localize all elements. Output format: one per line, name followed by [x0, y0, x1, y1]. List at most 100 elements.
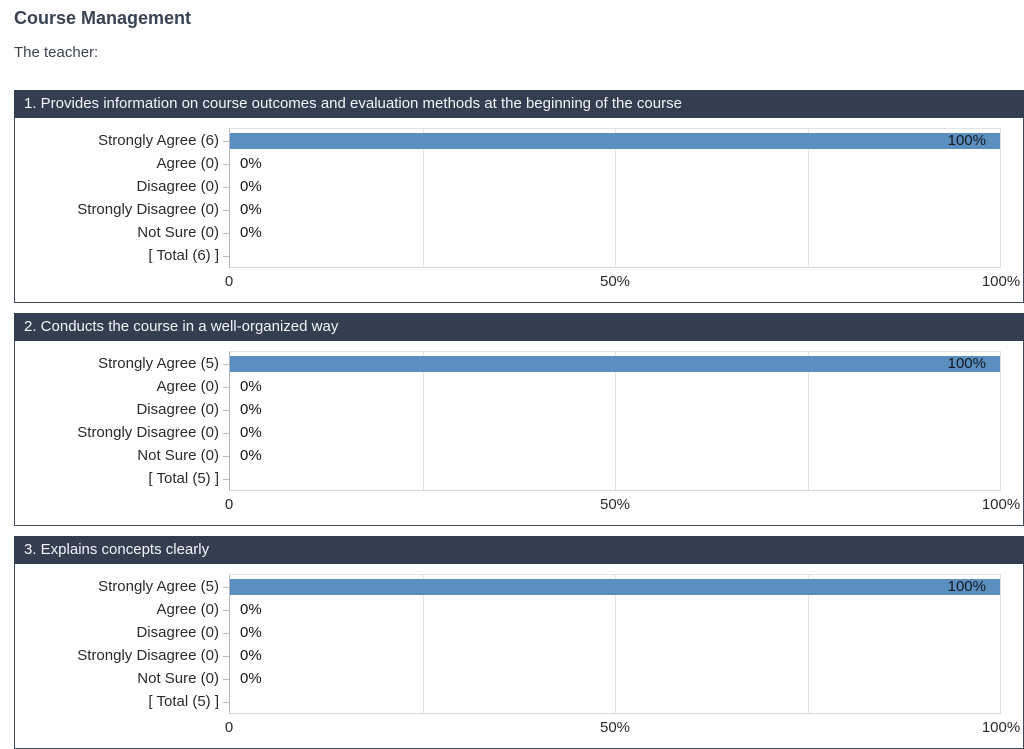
x-axis-tick-label: 100% — [981, 496, 1021, 513]
chart: Strongly Agree (5) 100% Agree (0) 0% Disagre… — [77, 574, 1020, 738]
x-axis-tick-label: 0 — [224, 496, 234, 513]
bar-value-label: 100% — [947, 355, 986, 372]
category-label: [ Total (6) ] — [148, 247, 219, 264]
category-label: [ Total (5) ] — [148, 470, 219, 487]
category-label: [ Total (5) ] — [148, 693, 219, 710]
x-axis-tick-label: 0 — [224, 719, 234, 736]
bar: 100% — [230, 132, 1000, 149]
bar-value-label: 0% — [240, 378, 262, 395]
category-label: Agree (0) — [156, 601, 219, 618]
category-row: Disagree (0) 0% — [136, 621, 1000, 644]
gridline — [807, 575, 809, 713]
category-label: Not Sure (0) — [137, 447, 219, 464]
category-label: Agree (0) — [156, 378, 219, 395]
x-axis: 0 50% 100% — [225, 273, 1020, 292]
category-label: Agree (0) — [156, 155, 219, 172]
bar-value-label: 0% — [240, 447, 262, 464]
x-axis-tick-label: 100% — [981, 273, 1021, 290]
gridline — [422, 129, 424, 267]
x-axis-tick-label: 0 — [224, 273, 234, 290]
category-tick — [223, 655, 229, 657]
bar-value-label: 0% — [240, 601, 262, 618]
category-row: Not Sure (0) 0% — [137, 221, 1000, 244]
category-row: [ Total (5) ] — [148, 467, 1000, 490]
survey-panel-2: 2. Conducts the course in a well-organiz… — [14, 313, 1024, 526]
category-label: Strongly Disagree (0) — [77, 424, 219, 441]
category-tick — [223, 478, 229, 480]
category-row: Strongly Disagree (0) 0% — [77, 644, 1000, 667]
category-row: Agree (0) 0% — [156, 375, 1000, 398]
panel-chart-body: Strongly Agree (5) 100% Agree (0) 0% Disagre… — [14, 564, 1024, 749]
plot-area: Strongly Agree (6) 100% Agree (0) 0% Disagre… — [77, 128, 1001, 268]
chart: Strongly Agree (5) 100% Agree (0) 0% Disagre… — [77, 351, 1020, 515]
category-row: Strongly Agree (5) 100% — [98, 575, 1000, 598]
category-tick — [223, 432, 229, 434]
category-row: Disagree (0) 0% — [136, 398, 1000, 421]
gridline — [422, 352, 424, 490]
category-tick — [223, 186, 229, 188]
category-tick — [223, 678, 229, 680]
category-row: Not Sure (0) 0% — [137, 444, 1000, 467]
category-row: Strongly Agree (6) 100% — [98, 129, 1000, 152]
bar-value-label: 0% — [240, 178, 262, 195]
gridline — [615, 129, 616, 267]
category-row: Agree (0) 0% — [156, 598, 1000, 621]
gridline — [615, 575, 616, 713]
bar: 100% — [230, 578, 1000, 595]
category-row: [ Total (5) ] — [148, 690, 1000, 713]
category-label: Strongly Agree (5) — [98, 578, 219, 595]
x-axis: 0 50% 100% — [225, 719, 1020, 738]
category-tick — [223, 363, 229, 365]
category-label: Not Sure (0) — [137, 670, 219, 687]
bar-value-label: 0% — [240, 201, 262, 218]
plot-area: Strongly Agree (5) 100% Agree (0) 0% Disagre… — [77, 574, 1001, 714]
category-tick — [223, 701, 229, 703]
bar-value-label: 0% — [240, 424, 262, 441]
gridline — [807, 352, 809, 490]
category-label: Strongly Disagree (0) — [77, 201, 219, 218]
panel-chart-body: Strongly Agree (5) 100% Agree (0) 0% Disagre… — [14, 341, 1024, 526]
plot-area: Strongly Agree (5) 100% Agree (0) 0% Disagre… — [77, 351, 1001, 491]
category-label: Disagree (0) — [136, 624, 219, 641]
gridline — [807, 129, 809, 267]
x-axis-tick-label: 50% — [599, 496, 631, 513]
bar-value-label: 0% — [240, 624, 262, 641]
bar-value-label: 100% — [947, 132, 986, 149]
bar-value-label: 0% — [240, 670, 262, 687]
category-tick — [223, 232, 229, 234]
panel-title: 3. Explains concepts clearly — [14, 536, 1024, 564]
category-tick — [223, 586, 229, 588]
category-tick — [223, 632, 229, 634]
panel-chart-body: Strongly Agree (6) 100% Agree (0) 0% Disagre… — [14, 118, 1024, 303]
x-axis: 0 50% 100% — [225, 496, 1020, 515]
category-tick — [223, 209, 229, 211]
survey-panel-3: 3. Explains concepts clearly Strongly Ag… — [14, 536, 1024, 749]
category-row: Not Sure (0) 0% — [137, 667, 1000, 690]
category-row: Strongly Disagree (0) 0% — [77, 198, 1000, 221]
gridline — [615, 352, 616, 490]
x-axis-tick-label: 100% — [981, 719, 1021, 736]
bar-value-label: 0% — [240, 224, 262, 241]
category-tick — [223, 140, 229, 142]
x-axis-tick-label: 50% — [599, 719, 631, 736]
category-row: Strongly Agree (5) 100% — [98, 352, 1000, 375]
category-label: Not Sure (0) — [137, 224, 219, 241]
panel-title: 1. Provides information on course outcom… — [14, 90, 1024, 118]
category-label: Strongly Agree (6) — [98, 132, 219, 149]
category-tick — [223, 163, 229, 165]
category-tick — [223, 386, 229, 388]
bar-value-label: 100% — [947, 578, 986, 595]
category-tick — [223, 409, 229, 411]
gridline — [422, 575, 424, 713]
category-label: Disagree (0) — [136, 178, 219, 195]
bar: 100% — [230, 355, 1000, 372]
category-tick — [223, 255, 229, 257]
bar-value-label: 0% — [240, 401, 262, 418]
category-label: Strongly Disagree (0) — [77, 647, 219, 664]
category-row: [ Total (6) ] — [148, 244, 1000, 267]
page-title: Course Management — [14, 8, 192, 28]
bar-value-label: 0% — [240, 647, 262, 664]
category-label: Disagree (0) — [136, 401, 219, 418]
survey-panel-1: 1. Provides information on course outcom… — [14, 90, 1024, 303]
